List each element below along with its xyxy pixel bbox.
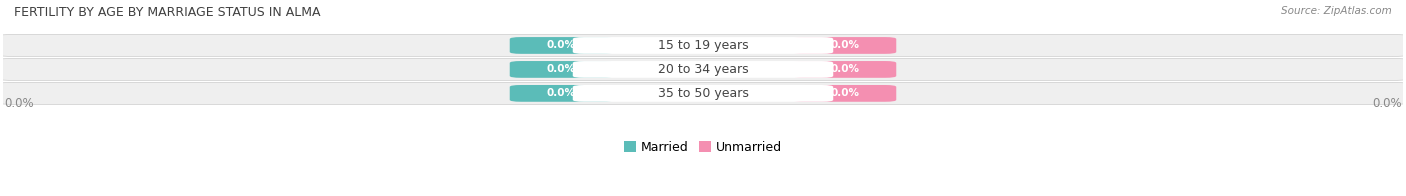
Text: 0.0%: 0.0%: [547, 64, 576, 74]
Text: 15 to 19 years: 15 to 19 years: [658, 39, 748, 52]
Text: 0.0%: 0.0%: [830, 88, 859, 98]
Text: 0.0%: 0.0%: [830, 64, 859, 74]
Text: 0.0%: 0.0%: [547, 88, 576, 98]
Legend: Married, Unmarried: Married, Unmarried: [624, 141, 782, 154]
FancyBboxPatch shape: [572, 85, 834, 102]
FancyBboxPatch shape: [510, 37, 613, 54]
Text: 35 to 50 years: 35 to 50 years: [658, 87, 748, 100]
Text: 0.0%: 0.0%: [830, 40, 859, 50]
Text: 0.0%: 0.0%: [1372, 97, 1402, 110]
FancyBboxPatch shape: [793, 85, 896, 102]
Text: 0.0%: 0.0%: [4, 97, 34, 110]
FancyBboxPatch shape: [793, 37, 896, 54]
FancyBboxPatch shape: [510, 61, 613, 78]
FancyBboxPatch shape: [0, 58, 1406, 80]
Text: 20 to 34 years: 20 to 34 years: [658, 63, 748, 76]
FancyBboxPatch shape: [572, 37, 834, 54]
FancyBboxPatch shape: [793, 61, 896, 78]
FancyBboxPatch shape: [572, 61, 834, 78]
FancyBboxPatch shape: [0, 82, 1406, 104]
FancyBboxPatch shape: [0, 34, 1406, 56]
Text: Source: ZipAtlas.com: Source: ZipAtlas.com: [1281, 6, 1392, 16]
Text: FERTILITY BY AGE BY MARRIAGE STATUS IN ALMA: FERTILITY BY AGE BY MARRIAGE STATUS IN A…: [14, 6, 321, 19]
Text: 0.0%: 0.0%: [547, 40, 576, 50]
FancyBboxPatch shape: [510, 85, 613, 102]
